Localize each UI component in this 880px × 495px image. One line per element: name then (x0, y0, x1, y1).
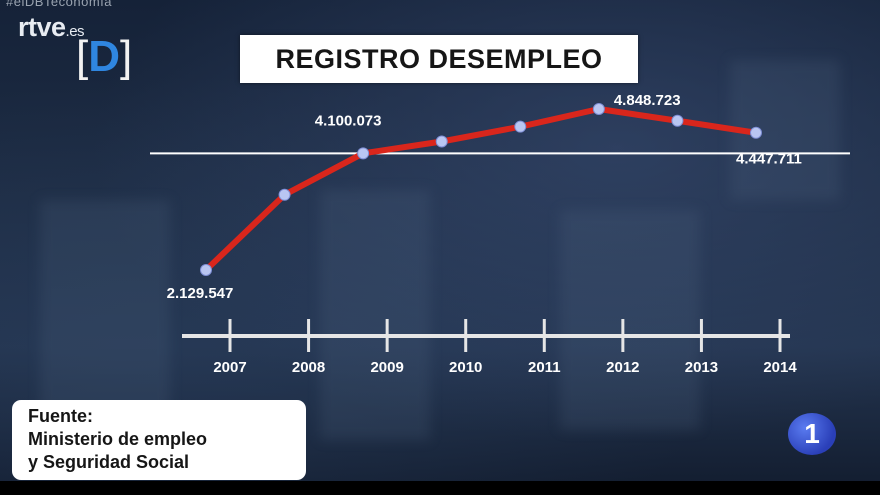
point-2007 (200, 264, 212, 276)
x-tick-label-2011: 2011 (528, 359, 561, 376)
data-label-2007: 2.129.547 (167, 285, 234, 302)
chart-title: REGISTRO DESEMPLEO (240, 35, 638, 83)
tve1-logo: 1 (788, 413, 836, 455)
x-tick-label-2009: 2009 (370, 359, 403, 376)
point-2014 (750, 126, 762, 139)
series-line (203, 106, 759, 273)
point-2008 (278, 188, 291, 201)
point-2012 (592, 103, 605, 115)
point-2009 (357, 147, 370, 160)
point-2013 (671, 114, 684, 127)
rtve-logo-suffix: .es (65, 23, 85, 40)
source-line-1: Ministerio de empleo (28, 429, 208, 449)
data-label-2009: 4.100.073 (315, 112, 382, 129)
x-tick-label-2013: 2013 (685, 359, 718, 376)
program-logo: [D] (76, 32, 133, 81)
source-box: Fuente: Ministerio de empleo y Seguridad… (12, 400, 306, 480)
data-label-2014: 4.447.711 (736, 151, 802, 168)
hashtag-caption: #elDBTeconomía (6, 0, 112, 9)
x-tick-label-2010: 2010 (449, 359, 482, 376)
point-2011 (514, 120, 527, 133)
rtve-logo-text: rtve (18, 12, 66, 42)
program-logo-letter: D (88, 32, 121, 81)
x-tick-label-2012: 2012 (606, 359, 639, 376)
point-2010 (435, 135, 448, 148)
x-tick-label-2014: 2014 (763, 359, 797, 376)
letterbox-bar (0, 481, 880, 495)
rtve-logo: rtve.es (18, 12, 85, 43)
source-label: Fuente: (28, 406, 93, 426)
x-tick-label-2007: 2007 (213, 359, 246, 376)
data-label-2012: 4.848.723 (614, 92, 681, 109)
x-tick-label-2008: 2008 (292, 359, 325, 376)
source-line-2: y Seguridad Social (28, 452, 190, 472)
